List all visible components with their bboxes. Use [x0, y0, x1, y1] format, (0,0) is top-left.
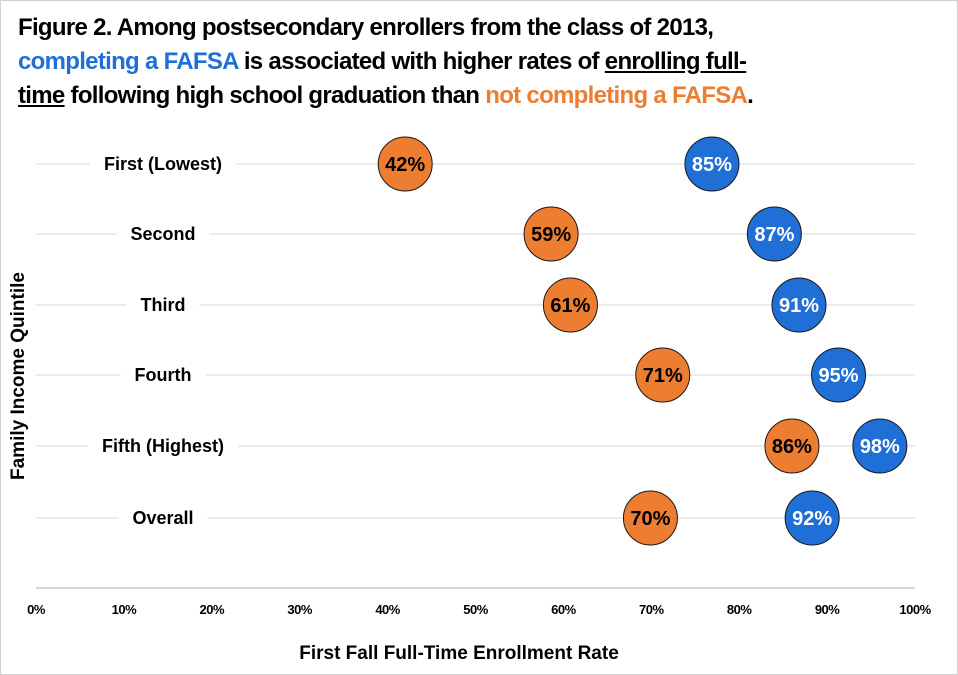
x-axis-label: First Fall Full-Time Enrollment Rate [299, 643, 619, 664]
data-label: 42% [385, 154, 425, 176]
x-tick-label: 30% [287, 602, 312, 617]
x-tick-label: 0% [27, 602, 46, 617]
category-label: Fifth (Highest) [102, 436, 224, 456]
x-tick-label: 100% [899, 602, 931, 617]
title-orange-segment: not completing a FAFSA [485, 82, 748, 109]
label-background [120, 372, 206, 378]
title-end: . [747, 82, 754, 109]
x-tick-label: 50% [463, 602, 488, 617]
data-label: 91% [779, 295, 819, 317]
fafsa-dot [771, 277, 827, 333]
label-background [116, 231, 210, 237]
no-fafsa-dot [377, 136, 433, 192]
label-background [89, 161, 237, 167]
no-fafsa-dot [622, 490, 678, 546]
x-tick-label: 20% [200, 602, 225, 617]
fafsa-dot [811, 347, 867, 403]
x-tick-label: 60% [551, 602, 576, 617]
title-after-segment: following high school graduation than [64, 82, 486, 109]
label-background [88, 443, 238, 449]
data-label: 61% [550, 295, 590, 317]
category-label: Third [141, 295, 186, 315]
data-label: 92% [792, 508, 832, 530]
x-tick-label: 70% [639, 602, 664, 617]
data-label: 95% [819, 365, 859, 387]
title-mid-segment: is associated with higher rates of [237, 48, 605, 75]
title-line1: Figure 2. Among postsecondary enrollers … [18, 14, 714, 41]
title-blue-segment: completing a FAFSA [18, 48, 239, 75]
no-fafsa-dot [542, 277, 598, 333]
chart-title: Figure 2. Among postsecondary enrollers … [18, 11, 948, 113]
x-tick-label: 80% [727, 602, 752, 617]
fafsa-dot [784, 490, 840, 546]
data-label: 71% [643, 365, 683, 387]
title-underline-segment-1: enrolling full- [604, 48, 747, 75]
data-label: 87% [754, 224, 794, 246]
label-background [126, 302, 200, 308]
fafsa-dot [746, 206, 802, 262]
no-fafsa-dot [635, 347, 691, 403]
no-fafsa-dot [523, 206, 579, 262]
x-tick-label: 90% [815, 602, 840, 617]
x-tick-label: 10% [112, 602, 137, 617]
category-label: Fourth [135, 365, 192, 385]
label-background [118, 515, 208, 521]
fafsa-dot [684, 136, 740, 192]
fafsa-dot [852, 418, 908, 474]
y-axis-label: Family Income Quintile [8, 272, 29, 480]
data-label: 59% [531, 224, 571, 246]
data-label: 86% [772, 436, 812, 458]
data-label: 98% [860, 436, 900, 458]
category-label: Second [130, 224, 195, 244]
category-label: First (Lowest) [104, 154, 222, 174]
title-underline-segment-2: time [18, 82, 65, 109]
x-tick-label: 40% [375, 602, 400, 617]
no-fafsa-dot [764, 418, 820, 474]
data-label: 85% [692, 154, 732, 176]
data-label: 70% [630, 508, 670, 530]
category-label: Overall [132, 508, 193, 528]
